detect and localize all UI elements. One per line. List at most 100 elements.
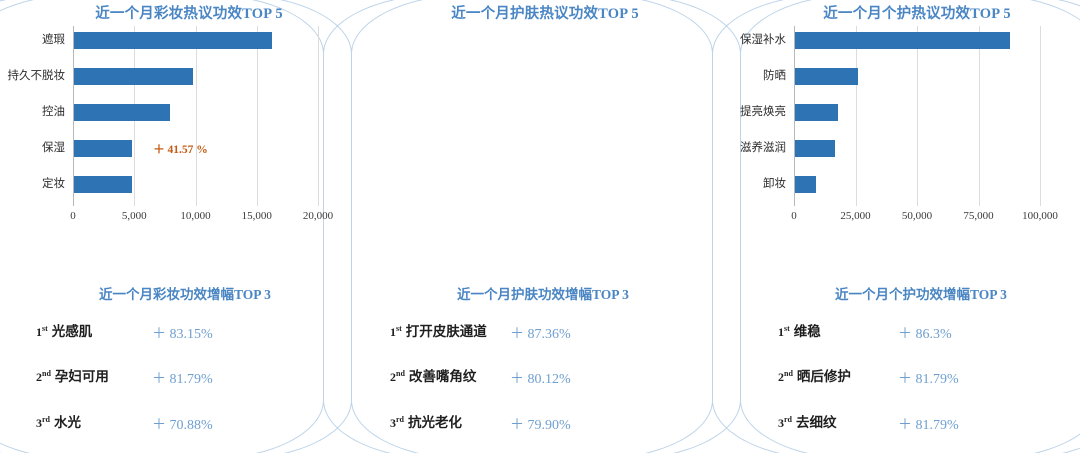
bar xyxy=(795,32,1010,49)
category-label: 控油 xyxy=(42,106,65,118)
gridline xyxy=(195,26,197,206)
ranking-label: 2nd 孕妇可用 xyxy=(36,365,109,385)
rank-item-name: 光感肌 xyxy=(51,324,93,339)
plot-area: 0 25,000 50,000 75,000 100,000 保湿补水防晒提亮焕亮滋养滋润… xyxy=(740,26,1058,231)
x-axis-tick-label: 100,000 xyxy=(1022,210,1058,222)
bar xyxy=(74,140,133,157)
chart-title: 近一个月个护热议功效TOP 5 xyxy=(823,6,1011,22)
rank-growth-value: ＋ 87.36% xyxy=(510,327,571,342)
bar-chart-skincare: 0 25,000 50,000 75,000 100,000 保湿补水防晒提亮焕亮滋养滋润… xyxy=(360,26,1058,231)
rank-item-name: 打开皮肤通道 xyxy=(405,324,487,339)
gridline xyxy=(256,26,258,206)
rank-ordinal: 3rd xyxy=(36,415,50,430)
gridline xyxy=(917,26,918,206)
rank-growth-value: ＋ 81.79% xyxy=(898,372,959,387)
rank-ordinal: 2nd xyxy=(36,369,51,384)
chart-title: 近一个月护肤热议功效TOP 5 xyxy=(451,6,639,22)
ranking-label: 2nd 晒后修护 xyxy=(778,365,851,385)
x-axis-tick-label: 15,000 xyxy=(241,210,272,222)
rank-item-name: 孕妇可用 xyxy=(54,369,109,384)
rank-growth-value: ＋ 81.79% xyxy=(898,418,959,433)
ranking-label: 2nd 改善嘴角纹 xyxy=(390,365,476,385)
rank-ordinal: 3rd xyxy=(390,415,404,430)
bar xyxy=(795,68,858,85)
ranking-label: 3rd 水光 xyxy=(36,411,81,431)
rank-ordinal: 1st xyxy=(778,324,790,339)
chart-title: 近一个月彩妆热议功效TOP 5 xyxy=(95,6,283,22)
bar xyxy=(74,68,194,85)
ranking-title: 近一个月个护功效增幅TOP 3 xyxy=(835,287,1007,302)
x-axis-tick-label: 25,000 xyxy=(840,210,871,222)
ranking-row: 1st 打开皮肤通道 ＋ 87.36% xyxy=(360,320,720,346)
y-axis-line xyxy=(73,26,74,206)
rank-ordinal: 2nd xyxy=(390,369,405,384)
ranking-row: 1st 维稳 ＋ 86.3% xyxy=(720,320,1080,346)
ranking-row: 2nd 改善嘴角纹 ＋ 80.12% xyxy=(360,365,720,391)
ranking-label: 3rd 去细纹 xyxy=(778,411,837,431)
ranking-title: 近一个月护肤功效增幅TOP 3 xyxy=(457,287,629,302)
ranking-row: 3rd 水光 ＋ 70.88% xyxy=(0,411,360,437)
gridline xyxy=(855,26,857,206)
bar xyxy=(795,140,835,157)
bar xyxy=(795,176,816,193)
rank-growth-value: ＋ 80.12% xyxy=(510,372,571,387)
rank-item-name: 维稳 xyxy=(793,324,821,339)
x-axis-tick-label: 5,000 xyxy=(121,210,147,222)
panel-skincare: 近一个月护肤热议功效TOP 5 0 25,000 50,000 75,000 100,0… xyxy=(360,0,1058,453)
ranking-label: 3rd 抗光老化 xyxy=(390,411,462,431)
ranking-row: 3rd 抗光老化 ＋ 79.90% xyxy=(360,411,720,437)
rank-item-name: 水光 xyxy=(54,415,81,430)
rank-item-name: 晒后修护 xyxy=(796,369,851,384)
y-axis-line xyxy=(794,26,795,206)
rank-growth-value: ＋ 79.90% xyxy=(510,418,571,433)
plot-area: 0 5,000 10,000 15,000 20,000 遮瑕持久不脱妆控油保湿定妆 ＋ 4… xyxy=(8,26,333,231)
ranking-title: 近一个月彩妆功效增幅TOP 3 xyxy=(99,287,271,302)
x-axis-tick-label: 75,000 xyxy=(963,210,994,222)
category-label: 持久不脱妆 xyxy=(7,70,66,82)
rank-item-name: 去细纹 xyxy=(796,415,837,430)
category-label: 保湿 xyxy=(42,142,65,154)
x-axis-tick-label: 20,000 xyxy=(302,210,334,222)
bar xyxy=(74,32,273,49)
bar xyxy=(795,104,839,121)
rank-ordinal: 1st xyxy=(36,324,48,339)
panel-personalcare: 近一个月个护热议功效TOP 5 05,00010,00015,00020,000… xyxy=(720,0,1080,453)
x-axis-tick-label: 0 xyxy=(791,210,797,222)
ranking-label: 1st 维稳 xyxy=(778,320,821,340)
x-axis-tick-label: 10,000 xyxy=(180,210,211,222)
ranking-row: 2nd 孕妇可用 ＋ 81.79% xyxy=(0,365,360,391)
ranking-row: 2nd 晒后修护 ＋ 81.79% xyxy=(720,365,1080,391)
category-label: 遮瑕 xyxy=(42,34,65,46)
bar-growth-annotation: ＋ 41.57 % xyxy=(153,144,208,156)
rank-growth-value: ＋ 81.79% xyxy=(152,372,213,387)
bar xyxy=(74,176,133,193)
rank-item-name: 抗光老化 xyxy=(408,415,462,430)
x-axis-tick-label: 50,000 xyxy=(901,210,933,222)
panel-makeup: 近一个月彩妆热议功效TOP 5 0 5,000 10,000 15,000 20,000… xyxy=(0,0,360,453)
category-label: 防晒 xyxy=(763,70,786,82)
category-label: 定妆 xyxy=(42,178,65,190)
ranking-label: 1st 打开皮肤通道 xyxy=(390,320,487,340)
gridline xyxy=(978,26,980,206)
category-label: 滋养滋润 xyxy=(740,142,786,154)
rank-ordinal: 2nd xyxy=(778,369,793,384)
x-axis-tick-label: 0 xyxy=(70,210,76,222)
ranking-row: 1st 光感肌 ＋ 83.15% xyxy=(0,320,360,346)
bar-chart-makeup: 0 5,000 10,000 15,000 20,000 遮瑕持久不脱妆控油保湿定妆 ＋ 4… xyxy=(0,26,360,231)
rank-ordinal: 1st xyxy=(390,324,402,339)
category-label: 提亮焕亮 xyxy=(740,106,786,118)
gridline xyxy=(318,26,319,206)
rank-growth-value: ＋ 83.15% xyxy=(152,327,213,342)
rank-growth-value: ＋ 70.88% xyxy=(152,418,213,433)
rank-ordinal: 3rd xyxy=(778,415,792,430)
rank-item-name: 改善嘴角纹 xyxy=(408,369,477,384)
rank-growth-value: ＋ 86.3% xyxy=(898,327,952,342)
bar xyxy=(74,104,171,121)
category-label: 保湿补水 xyxy=(740,34,786,46)
ranking-label: 1st 光感肌 xyxy=(36,320,92,340)
ranking-row: 3rd 去细纹 ＋ 81.79% xyxy=(720,411,1080,437)
gridline xyxy=(1040,26,1041,206)
category-label: 卸妆 xyxy=(763,178,786,190)
